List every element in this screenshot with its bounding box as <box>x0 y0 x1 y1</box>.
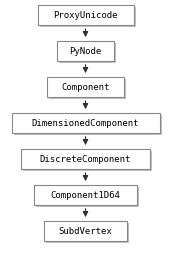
Text: Component1D64: Component1D64 <box>51 190 120 199</box>
Text: PyNode: PyNode <box>69 46 102 56</box>
Bar <box>44 221 127 241</box>
Text: DimensionedComponent: DimensionedComponent <box>32 119 139 128</box>
Text: DiscreteComponent: DiscreteComponent <box>40 155 131 163</box>
Bar <box>37 5 134 25</box>
Bar <box>21 149 150 169</box>
Bar <box>46 223 129 243</box>
Bar <box>14 115 161 135</box>
Bar <box>49 79 126 99</box>
Bar <box>40 7 135 27</box>
Text: SubdVertex: SubdVertex <box>59 226 112 235</box>
Text: ProxyUnicode: ProxyUnicode <box>53 10 118 19</box>
Bar <box>36 187 139 207</box>
Text: Component: Component <box>61 83 110 92</box>
Bar <box>47 77 124 97</box>
Bar <box>34 185 137 205</box>
Bar <box>57 41 114 61</box>
Bar <box>23 151 152 171</box>
Bar <box>11 113 160 133</box>
Bar <box>59 43 116 63</box>
